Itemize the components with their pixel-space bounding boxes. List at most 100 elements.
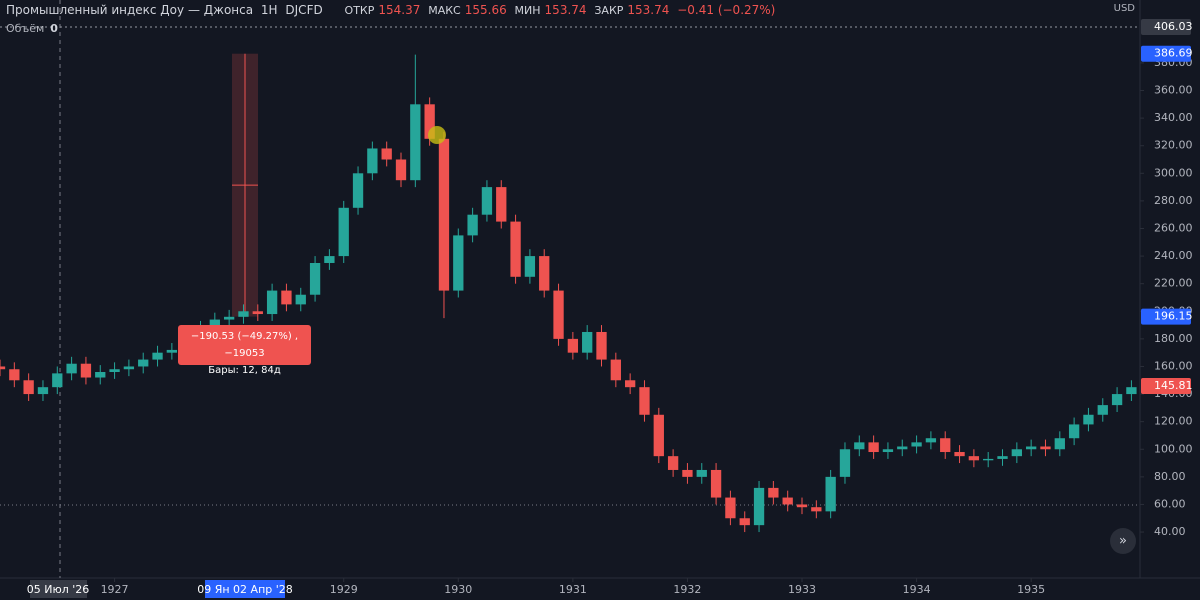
x-tick-label: 1934 [903,583,931,596]
candle-body [911,442,922,447]
candle-body [252,311,263,315]
candle-body [825,476,836,512]
candle-body [80,363,92,378]
candle-body [753,487,765,526]
candle-body [52,373,63,388]
candle-body [710,469,722,498]
candle-body [467,214,478,236]
volume: Объём 0 [6,22,58,35]
candle-body [796,504,808,508]
candle-body [610,359,621,381]
candle-body [868,442,879,453]
candle-body [66,363,77,374]
candle-body [510,221,521,277]
candle-body [37,387,49,395]
candle-body [1068,424,1080,439]
candle-body [1026,446,1037,450]
candle-body [324,256,335,263]
candle-body [109,369,120,372]
candle-body [309,262,321,295]
candle-body [682,469,693,477]
candle-body [266,290,278,315]
range-x-bg [205,580,285,598]
y-tick-label: 260.00 [1154,221,1193,234]
currency: USD [1114,3,1136,14]
y-tick-label: 360.00 [1154,84,1193,97]
price-label: 406.03 [1154,20,1193,33]
price-label: 386.69 [1154,47,1193,60]
y-tick-label: 100.00 [1154,442,1193,455]
candle-body [410,104,421,181]
candle-body [739,518,750,526]
candle-body [624,380,636,388]
candle-body [395,159,407,181]
price-label-bg [1141,308,1191,325]
candle-body [882,449,894,453]
candle-body [768,487,779,498]
candle-body [367,148,378,174]
candle-body [1083,414,1094,425]
candle-body [954,452,965,457]
x-tick-label: 1929 [330,583,358,596]
candle-body [725,497,736,519]
scroll-button[interactable] [1110,528,1136,554]
candle-body [524,256,536,277]
candle-body [839,449,851,477]
candle-body [854,442,865,450]
candle-body [925,438,937,443]
scroll-icon: » [1119,534,1127,549]
candle-body [997,456,1008,459]
x-tick-label: 1935 [1017,583,1045,596]
measure-tooltip: −190.53 (−49.27%) , −19053 Бары: 12, 84д [178,325,311,376]
price-label-bg [1141,19,1191,36]
x-tick-label: 1933 [788,583,816,596]
y-tick-label: 60.00 [1154,497,1186,510]
close-label: ЗАКР [594,4,624,17]
candle-body [438,138,450,291]
candle-body [381,148,392,160]
crosshair-x-label: 05 Июл '26 [27,583,90,596]
candle-body [453,235,464,291]
candle-body [0,366,6,370]
measure-line2: Бары: 12, 84д [208,365,281,376]
volume-label: Объём [6,22,45,35]
volume-value: 0 [50,22,58,35]
candle-body [223,316,235,320]
change: −0.41 (−0.27%) [677,3,776,17]
candle-body [553,290,564,339]
ticker: DJCFD [285,3,323,17]
measure-line1: −190.53 (−49.27%) , −19053 [190,331,299,359]
marker [428,126,446,144]
candle-body [968,456,980,461]
candle-body [596,331,607,360]
candle-body [152,352,163,360]
candle-body [496,187,507,222]
y-tick-label: 280.00 [1154,194,1193,207]
y-tick-label: 340.00 [1154,111,1193,124]
candle-body [782,497,793,505]
candle-body [983,458,994,461]
title: Промышленный индекс Доу — Джонса [6,3,254,17]
candle-body [352,173,364,208]
candle-body [639,387,650,415]
price-label: 196.15 [1154,310,1193,323]
range-x-label: 09 Ян 02 Апр '28 [197,583,293,596]
x-tick-label: 1931 [559,583,587,596]
candle-body [295,294,306,305]
candle-body [811,507,822,512]
candle-body [123,366,135,370]
x-tick-label: 1927 [101,583,129,596]
interval: 1Н [260,3,278,17]
candle-body [238,311,249,317]
candle-body [1126,387,1137,395]
candle-body [940,438,951,453]
y-tick-label: 300.00 [1154,166,1193,179]
close-value: 153.74 [627,3,670,17]
candle-body [539,256,550,291]
low-value: 153.74 [544,3,587,17]
candle-body [667,456,679,470]
open-value: 154.37 [378,3,421,17]
